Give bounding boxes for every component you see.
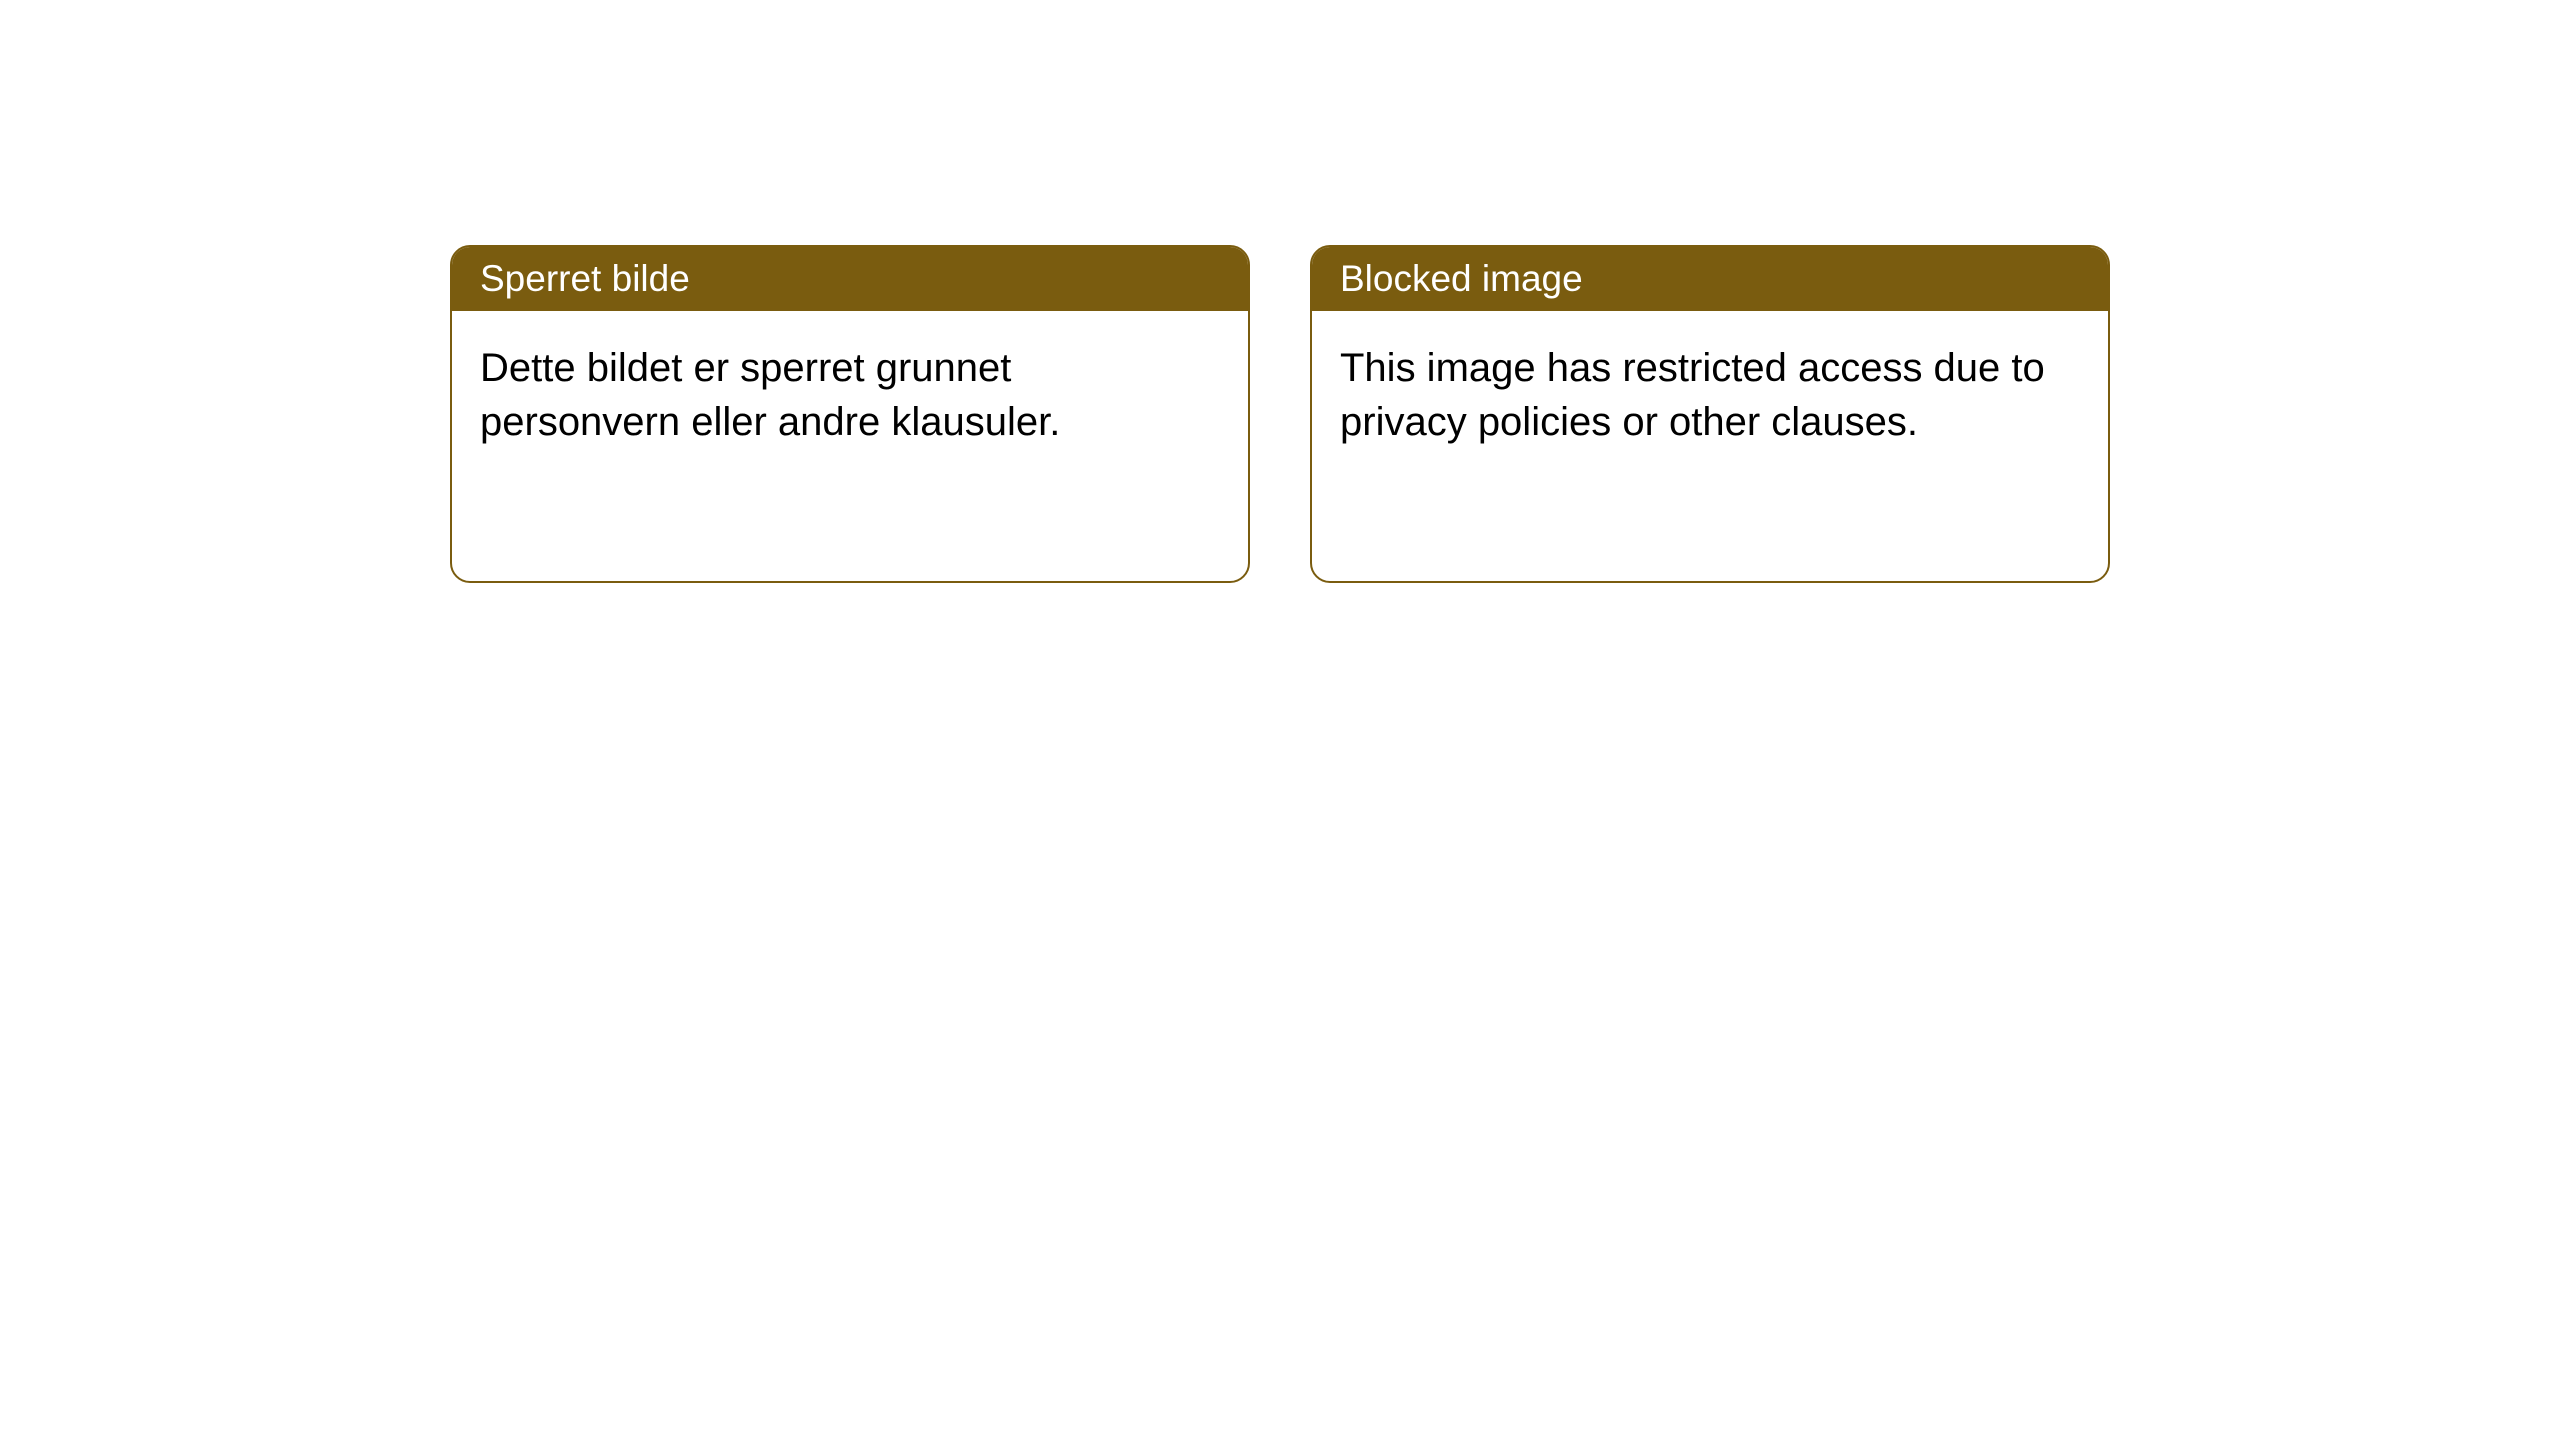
notice-card-title: Blocked image bbox=[1312, 247, 2108, 311]
notice-card-body: Dette bildet er sperret grunnet personve… bbox=[452, 311, 1248, 581]
notice-card-title: Sperret bilde bbox=[452, 247, 1248, 311]
blocked-image-notice-container: Sperret bilde Dette bildet er sperret gr… bbox=[0, 0, 2560, 583]
notice-card-body: This image has restricted access due to … bbox=[1312, 311, 2108, 581]
notice-card-norwegian: Sperret bilde Dette bildet er sperret gr… bbox=[450, 245, 1250, 583]
notice-card-english: Blocked image This image has restricted … bbox=[1310, 245, 2110, 583]
